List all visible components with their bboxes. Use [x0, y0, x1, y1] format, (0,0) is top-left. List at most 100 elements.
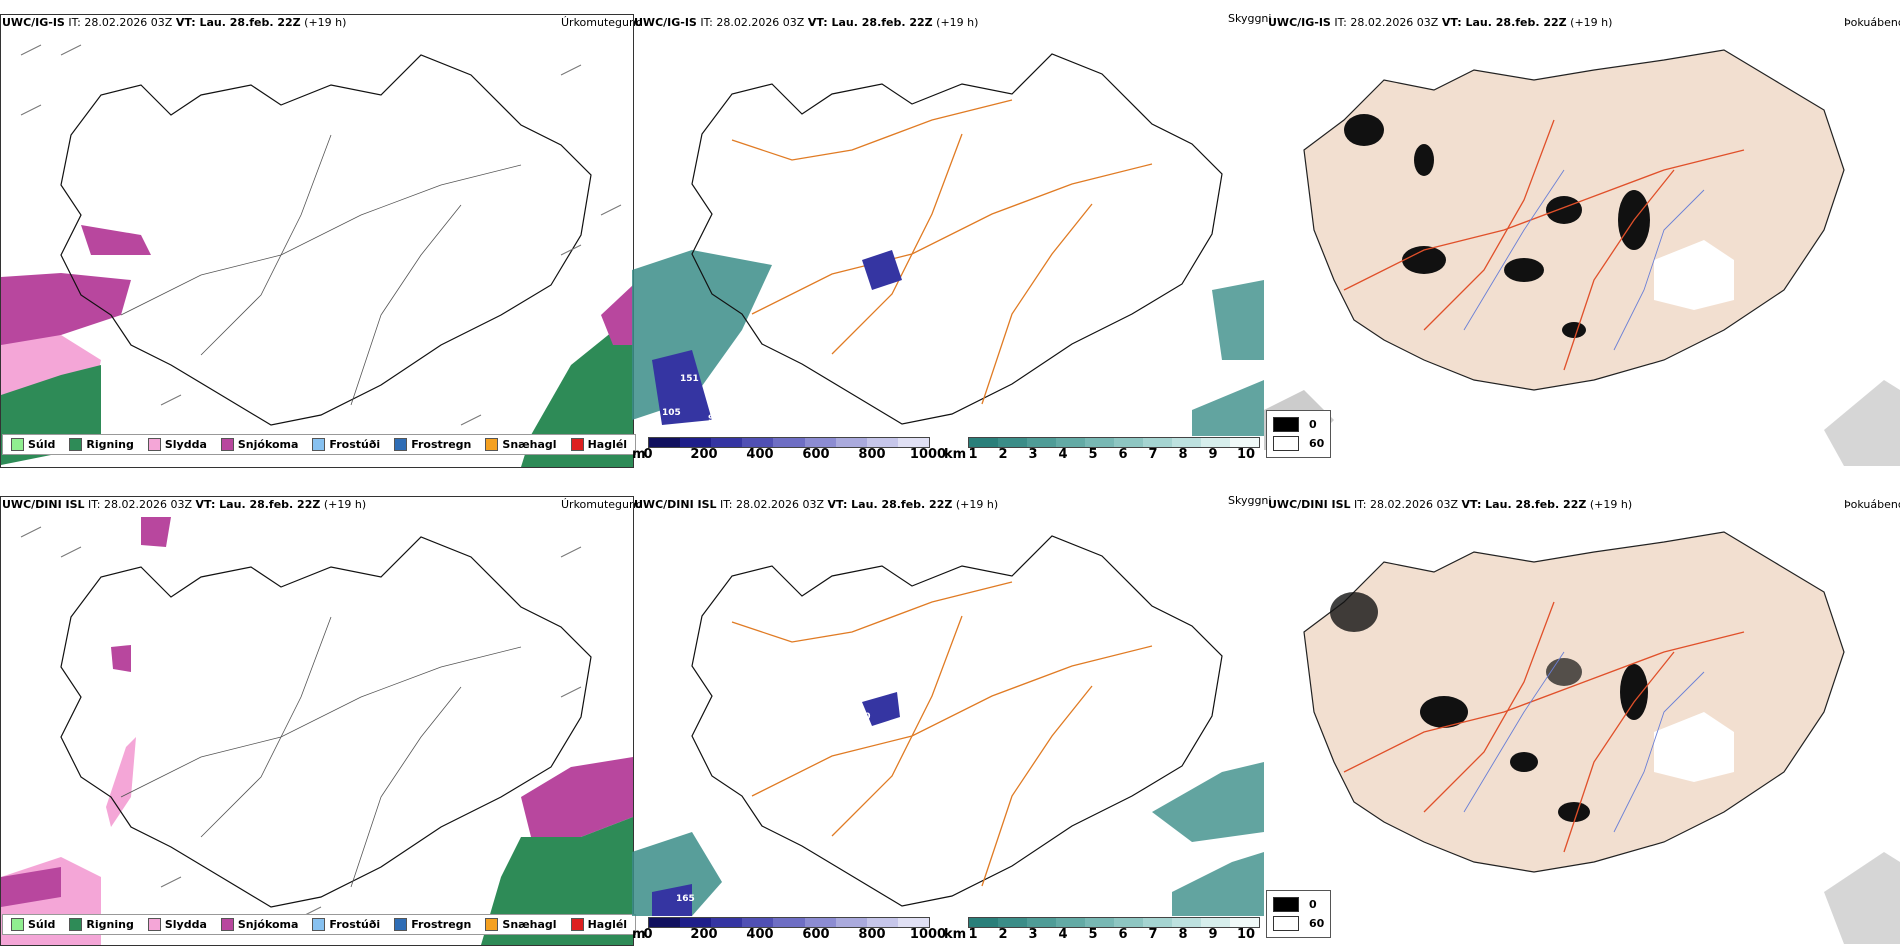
- legend-label: Snjókoma: [237, 918, 299, 931]
- tick: 1: [968, 447, 978, 462]
- swatch: [1273, 916, 1299, 931]
- tick: 0: [643, 927, 653, 942]
- lead-time: (+19 h): [323, 498, 367, 511]
- visibility-map-row1: 151 105 95: [632, 30, 1264, 436]
- snow-area: [141, 517, 171, 547]
- model-name: UWC/IG-IS: [634, 16, 697, 29]
- legend-label: Súld: [28, 438, 56, 451]
- tick: 10: [1236, 447, 1256, 462]
- tick: 7: [1148, 927, 1158, 942]
- tick: 3: [1028, 927, 1038, 942]
- cloud-legend-row1: 0 60: [1266, 410, 1332, 458]
- height-colorbar-row1: m 0 200 400 600 800 1000: [632, 437, 946, 463]
- tick: 5: [1088, 927, 1098, 942]
- swatch: [570, 438, 584, 451]
- tick: 6: [1118, 447, 1128, 462]
- visibility-map-svg: [632, 53, 1264, 436]
- cloud-title: Þokuábendi: [1844, 498, 1900, 511]
- vis-unit: km: [944, 927, 967, 942]
- legend-label: Rigning: [86, 918, 134, 931]
- road-lines: [1343, 119, 1745, 371]
- cloud-title: Þokuábendi: [1844, 16, 1900, 29]
- tick: 9: [1208, 447, 1218, 462]
- model-name: UWC/DINI ISL: [2, 498, 85, 511]
- low-vis-area: [1192, 380, 1264, 436]
- swatch: [485, 438, 499, 451]
- snow-area: [601, 285, 633, 345]
- lead-time: (+19 h): [304, 16, 347, 29]
- lead-time: (+19 h): [1589, 498, 1633, 511]
- offshore-fog: [1824, 380, 1900, 466]
- road-lines: [120, 134, 522, 406]
- legend-label: Snjókoma: [237, 438, 299, 451]
- vis-colorbar-row2: km 1 2 3 4 5 6 7 8 9 10: [944, 917, 1264, 943]
- legend-item: Frostregn: [394, 438, 471, 451]
- cloud-base-area: [862, 250, 902, 290]
- legend-item: Snjókoma: [220, 918, 299, 931]
- row2-header-left: UWC/DINI ISL IT: 28.02.2026 03Z VT: Lau.…: [2, 498, 366, 511]
- legend-item: Súld: [11, 438, 55, 451]
- precip-type-map-row1: [0, 14, 634, 468]
- legend-label: Frostregn: [411, 438, 472, 451]
- legend-item: Rigning: [69, 438, 134, 451]
- legend-label: Rigning: [86, 438, 134, 451]
- swatch: [69, 918, 83, 931]
- tick: 400: [746, 447, 774, 462]
- precip-type-title: Úrkomutegund: [561, 498, 643, 511]
- legend-item: Snjókoma: [220, 438, 299, 451]
- swatch: [69, 438, 83, 451]
- legend-item: Frostúði: [312, 918, 380, 931]
- legend-item: Slydda: [147, 438, 207, 451]
- visibility-title: Skyggni: [1228, 494, 1272, 507]
- cloud-map-row2: [1264, 512, 1900, 944]
- it-label: IT:: [700, 16, 713, 29]
- height-bar: [648, 437, 930, 448]
- height-bar: [648, 917, 930, 928]
- legend-label: 60: [1309, 437, 1325, 450]
- road-lines: [731, 99, 1153, 405]
- legend-item: Snæhagl: [485, 918, 557, 931]
- clear-area: [1654, 712, 1734, 782]
- tick: 0: [643, 447, 653, 462]
- river-lines: [1463, 651, 1705, 833]
- swatch: [312, 438, 326, 451]
- swatch: [147, 918, 161, 931]
- legend-item: Frostregn: [394, 918, 471, 931]
- height-unit: m: [632, 447, 646, 462]
- it-value: 28.02.2026 03Z: [104, 498, 193, 511]
- tick: 5: [1088, 447, 1098, 462]
- legend-item: Snæhagl: [485, 438, 557, 451]
- legend-item: Slydda: [147, 918, 207, 931]
- it-label: IT:: [68, 16, 81, 29]
- cloud-map-svg: [1264, 49, 1900, 466]
- land-area: [1303, 531, 1845, 873]
- swatch: [394, 438, 408, 451]
- tick: 2: [998, 927, 1008, 942]
- tick: 8: [1178, 447, 1188, 462]
- it-label: IT:: [88, 498, 101, 511]
- row2-header-mid: UWC/DINI ISL IT: 28.02.2026 03Z VT: Lau.…: [634, 498, 998, 511]
- vis-bar: [968, 437, 1260, 448]
- swatch: [312, 918, 326, 931]
- legend-label: Snæhagl: [502, 438, 557, 451]
- map-label-80: 80: [858, 712, 871, 722]
- lead-time: (+19 h): [936, 16, 979, 29]
- precip-type-map-row2: [0, 496, 634, 946]
- legend-label: Snæhagl: [502, 918, 557, 931]
- clear-area: [1654, 240, 1734, 310]
- cloud-legend-row2: 0 60: [1266, 890, 1332, 938]
- height-unit: m: [632, 927, 646, 942]
- map-label-105: 105: [662, 408, 681, 418]
- snow-area: [1, 273, 131, 355]
- low-vis-area: [1152, 762, 1264, 842]
- legend-label: Slydda: [164, 918, 207, 931]
- road-lines: [120, 616, 522, 888]
- tick: 3: [1028, 447, 1038, 462]
- swatch: [570, 918, 584, 931]
- map-label-165: 165: [676, 894, 695, 904]
- snow-area: [1, 867, 61, 907]
- legend-label: Frostúði: [329, 918, 381, 931]
- model-name: UWC/IG-IS: [2, 16, 65, 29]
- legend-label: Slydda: [164, 438, 207, 451]
- swatch: [220, 438, 234, 451]
